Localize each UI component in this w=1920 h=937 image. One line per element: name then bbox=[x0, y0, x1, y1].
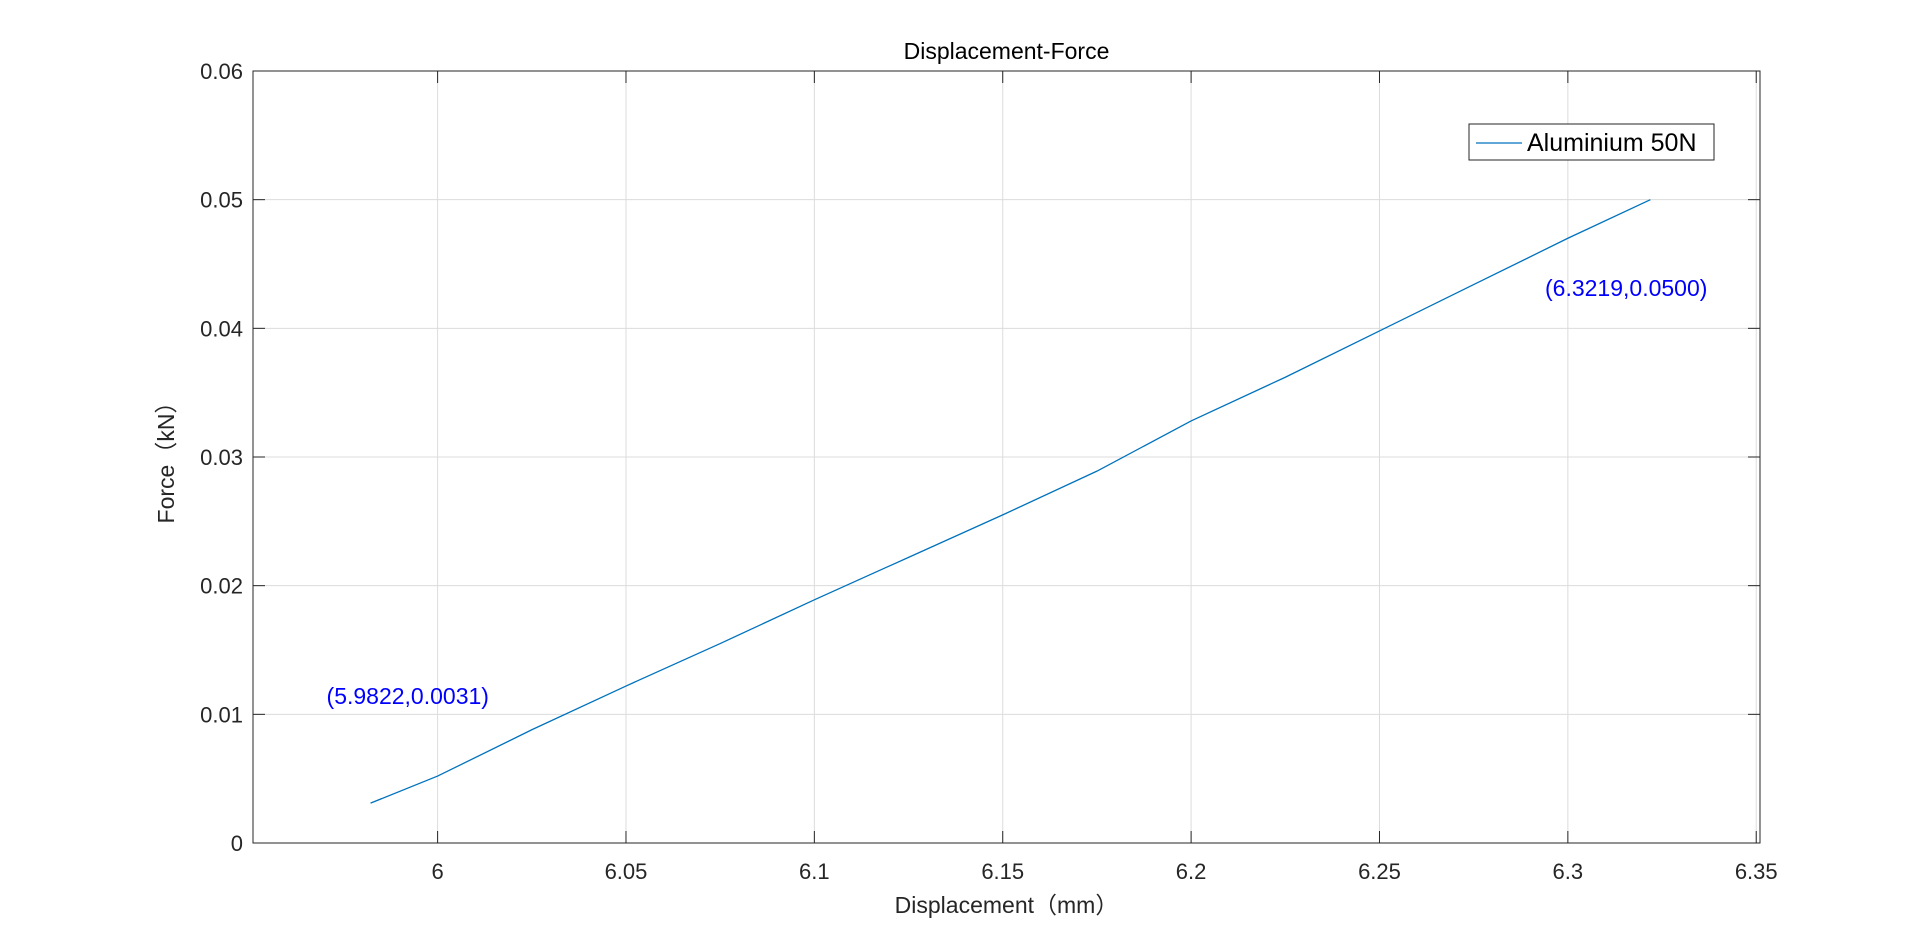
x-tick-label: 6.35 bbox=[1735, 859, 1778, 884]
x-tick-label: 6 bbox=[431, 859, 443, 884]
y-tick-label: 0.04 bbox=[200, 316, 243, 341]
y-tick-label: 0.01 bbox=[200, 702, 243, 727]
legend: Aluminium 50N bbox=[1468, 123, 1715, 161]
x-tick-label: 6.05 bbox=[605, 859, 648, 884]
x-tick-label: 6.1 bbox=[799, 859, 830, 884]
y-tick-label: 0.03 bbox=[200, 445, 243, 470]
y-tick-label: 0.05 bbox=[200, 188, 243, 213]
series-layer bbox=[370, 199, 1651, 804]
x-tick-label: 6.3 bbox=[1553, 859, 1584, 884]
chart-title: Displacement-Force bbox=[904, 38, 1110, 64]
x-tick-label: 6.15 bbox=[981, 859, 1024, 884]
x-tick-labels: 6 6.05 6.1 6.15 6.2 6.25 6.3 6.35 bbox=[431, 859, 1777, 884]
annotations: (5.9822,0.0031) (6.3219,0.0500) bbox=[327, 275, 1708, 709]
tick-marks bbox=[253, 70, 1760, 844]
x-axis-label: Displacement（mm） bbox=[895, 892, 1119, 918]
annotation-end-point: (6.3219,0.0500) bbox=[1545, 275, 1707, 301]
y-tick-label: 0 bbox=[231, 831, 243, 856]
legend-box bbox=[1468, 123, 1715, 161]
legend-label: Aluminium 50N bbox=[1527, 129, 1697, 157]
series-line-aluminium-50n bbox=[370, 199, 1651, 804]
y-tick-labels: 0 0.01 0.02 0.03 0.04 0.05 0.06 bbox=[200, 59, 243, 856]
annotation-start-point: (5.9822,0.0031) bbox=[327, 683, 489, 709]
grid bbox=[253, 70, 1760, 844]
x-tick-label: 6.25 bbox=[1358, 859, 1401, 884]
y-axis-label: Force（kN） bbox=[153, 391, 179, 524]
y-tick-label: 0.06 bbox=[200, 59, 243, 84]
x-tick-label: 6.2 bbox=[1176, 859, 1207, 884]
y-tick-label: 0.02 bbox=[200, 574, 243, 599]
